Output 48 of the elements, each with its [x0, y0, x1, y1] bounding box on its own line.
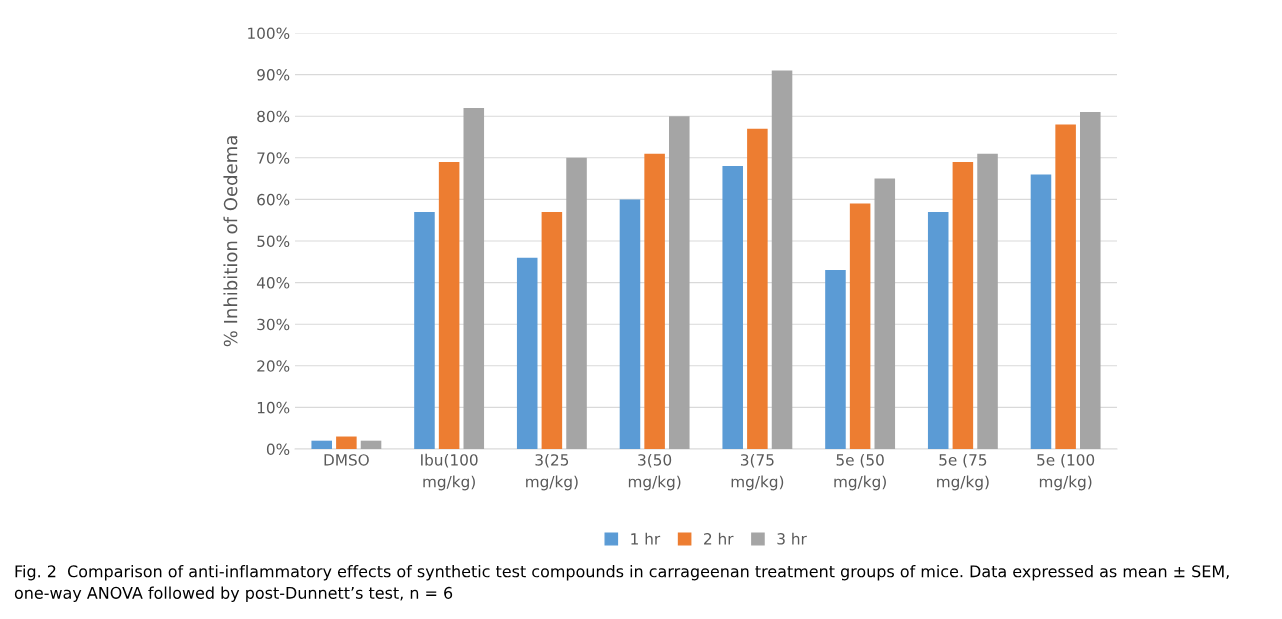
bar — [849, 203, 871, 449]
bar — [311, 440, 332, 449]
y-tick-label: 20% — [257, 360, 290, 372]
legend-label: 2 hr — [704, 532, 734, 545]
x-tick-label: DMSO — [324, 454, 369, 466]
bar — [438, 161, 460, 449]
bar — [541, 211, 563, 449]
y-tick-label: 90% — [257, 69, 290, 81]
bar — [1080, 112, 1101, 449]
x-tick-label: Ibu(100 mg/kg) — [421, 453, 478, 491]
bar — [1030, 174, 1052, 449]
y-tick-label: 0% — [266, 443, 290, 456]
legend-label: 1 hr — [631, 532, 661, 545]
y-tick-label: 50% — [257, 235, 290, 248]
bar — [977, 153, 998, 449]
bar — [1055, 124, 1076, 449]
bar — [825, 270, 846, 449]
bar — [722, 166, 743, 449]
bar — [927, 211, 949, 449]
y-tick-label: 40% — [256, 277, 290, 289]
bar — [644, 153, 665, 449]
bar — [874, 178, 896, 449]
bar — [619, 199, 641, 449]
bar — [747, 128, 768, 449]
caption: Fig. 2 Comparison of anti-inflammatory effects of synthetic test compounds in carrageenan treatment groups of mice. Data expressed as mean ± SEM, one-way ANOVA followed by post-Dunnett’s test, n = 6 — [14, 565, 1229, 602]
bar — [669, 116, 690, 449]
bar — [463, 107, 485, 449]
x-tick-label: 3(50 mg/kg) — [628, 453, 681, 491]
y-tick-label: 30% — [257, 318, 290, 331]
bar — [336, 436, 357, 449]
y-tick-label: 60% — [257, 193, 290, 206]
bar — [952, 161, 974, 449]
bar — [414, 211, 435, 449]
x-tick-label: 5e (50 mg/kg) — [834, 453, 886, 491]
legend-label: 3 hr — [777, 532, 807, 545]
x-tick-label: 5e (75 mg/kg) — [937, 453, 989, 491]
y-axis-title: % Inhibition of Oedema — [223, 136, 238, 347]
bar — [516, 257, 538, 449]
y-tick-label: 80% — [257, 110, 290, 123]
x-tick-label: 3(75 mg/kg) — [731, 453, 784, 491]
y-tick-label: 70% — [257, 152, 290, 164]
bar — [771, 70, 793, 449]
x-tick-label: 3(25 mg/kg) — [526, 453, 578, 491]
x-tick-label: 5e (100 mg/kg) — [1037, 453, 1095, 491]
bar — [566, 157, 587, 449]
y-tick-label: 10% — [257, 401, 290, 414]
bar — [360, 440, 382, 449]
y-tick-label: 100% — [248, 27, 290, 40]
